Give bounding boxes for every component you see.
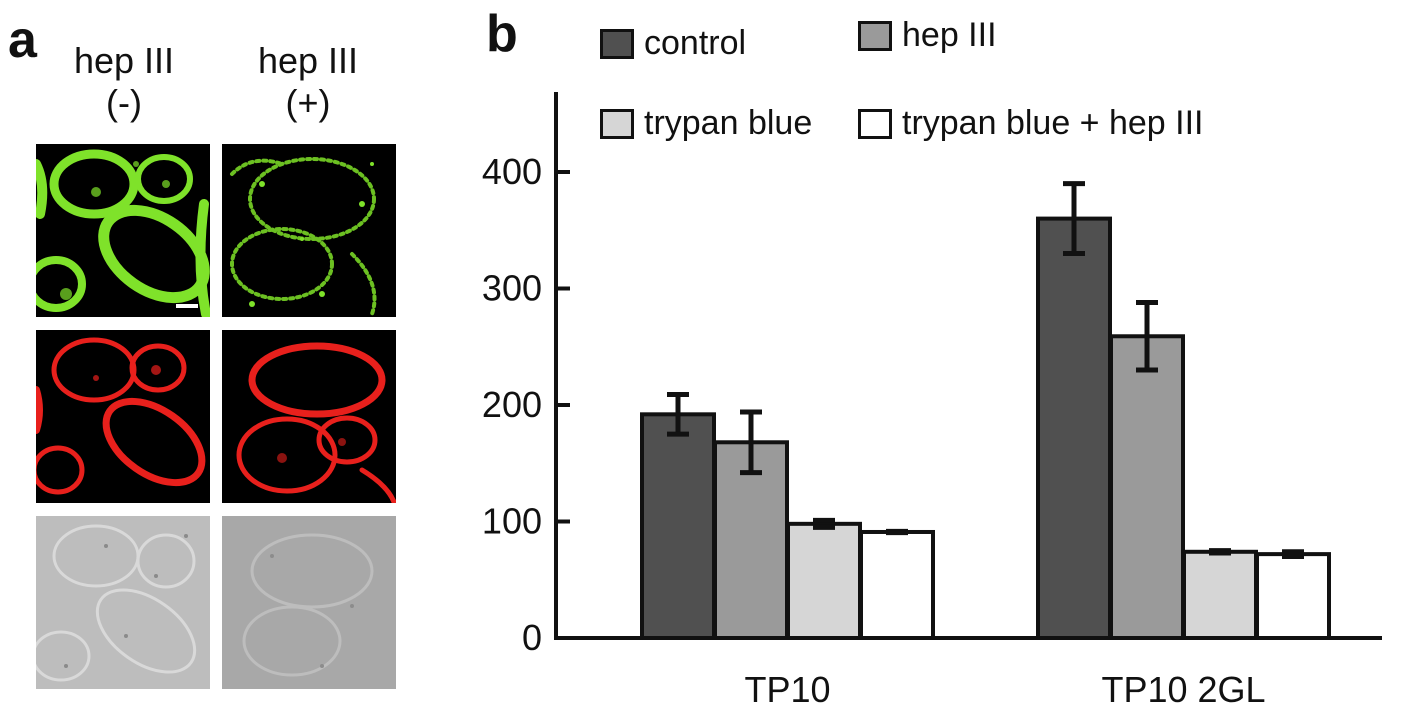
error-bar [1282,549,1304,559]
error-bar [1209,548,1231,556]
micrograph-green-hep-plus [222,144,396,317]
micrograph-brightfield-hep-minus [36,516,210,689]
legend-item: trypan blue [600,104,812,143]
micrograph-red-hep-plus [222,330,396,503]
legend-swatch [858,20,892,51]
bar-control-1 [1036,216,1112,640]
micrograph-green-hep-minus [36,144,210,317]
column-label-line1: hep III [73,40,175,81]
legend-label: trypan blue [644,104,813,142]
bar-trypan-blue-hep-iii-1 [1255,552,1331,640]
legend-label: hep III [902,16,997,54]
legend-swatch [600,28,634,59]
panel-b-letter: b [486,5,518,63]
error-bar [886,528,908,536]
legend-label: trypan blue + hep III [902,104,1204,142]
error-bar [667,392,689,437]
error-bar [1063,181,1085,257]
x-category-label: TP10 [744,669,830,710]
column-label-line1: hep III [257,40,359,81]
legend-swatch [600,108,634,139]
legend-item: control [600,24,746,63]
legend-item: trypan blue + hep III [858,104,1203,143]
y-tick-label: 300 [482,268,542,309]
legend-swatch [858,108,892,139]
panel-a-letter: a [8,11,37,69]
legend-label: control [644,24,747,62]
y-tick-label: 400 [482,151,542,192]
micrograph-red-hep-minus [36,330,210,503]
micrograph-brightfield-hep-plus [222,516,396,689]
y-tick-label: 200 [482,384,542,425]
error-bar [813,517,835,530]
bar-trypan-blue-1 [1182,549,1258,640]
column-label-hep-minus: hep III (-) [34,40,214,124]
column-label-hep-plus: hep III (+) [218,40,398,124]
legend-item: hep III [858,16,997,55]
error-bar [1136,299,1158,373]
bar-trypan-blue-hep-iii-0 [859,529,935,640]
y-tick-label: 100 [482,501,542,542]
bar-hep-iii-1 [1109,334,1185,640]
bar-control-0 [640,412,716,640]
bar-trypan-blue-0 [786,521,862,641]
y-tick-label: 0 [522,617,542,658]
x-category-label: TP10 2GL [1101,669,1265,710]
error-bar [740,409,762,476]
column-label-line2: (-) [106,82,142,123]
column-label-line2: (+) [285,82,331,123]
